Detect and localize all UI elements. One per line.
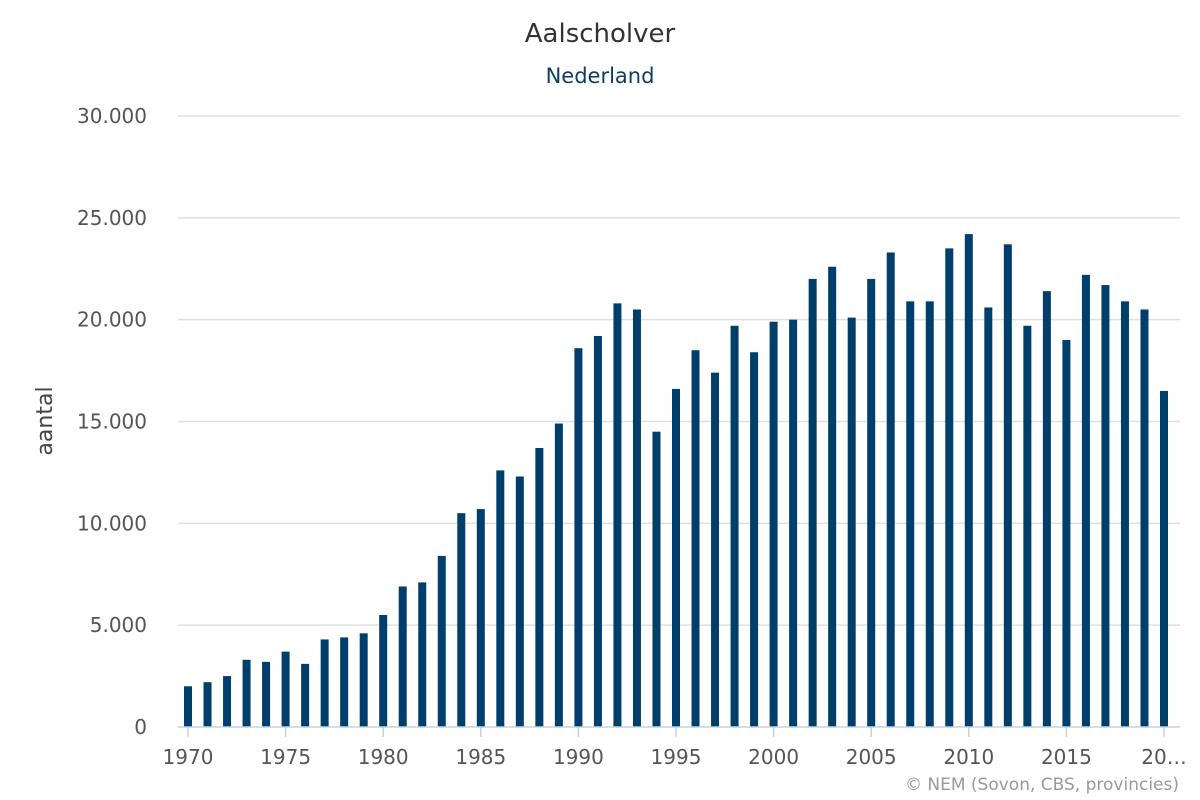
bar[interactable] [847, 317, 856, 727]
bar[interactable] [223, 676, 232, 727]
x-tick-label: 1990 [553, 745, 604, 769]
bar[interactable] [632, 309, 641, 727]
bar[interactable] [320, 639, 329, 727]
bar-series [184, 234, 1168, 728]
bar[interactable] [769, 321, 778, 727]
bar[interactable] [867, 278, 876, 727]
x-axis-ticks: 1970 1975 1980 1985 1990 1995 2000 2005 2010 2015… [163, 727, 1187, 769]
bar[interactable] [535, 447, 544, 727]
bar[interactable] [652, 431, 661, 727]
bar[interactable] [1023, 325, 1032, 727]
bar[interactable] [359, 633, 368, 727]
bar[interactable] [379, 614, 388, 727]
bar[interactable] [1101, 285, 1110, 727]
bar[interactable] [613, 303, 622, 727]
bar[interactable] [789, 319, 798, 727]
chart-subtitle: Nederland [546, 64, 655, 88]
bar[interactable] [1003, 244, 1012, 727]
y-tick-label: 25.000 [77, 206, 147, 230]
bar[interactable] [281, 651, 290, 727]
x-tick-label: 1985 [455, 745, 506, 769]
bar[interactable] [1140, 309, 1149, 727]
y-axis-label: aantal [33, 386, 58, 455]
bar[interactable] [1120, 301, 1129, 727]
bar[interactable] [554, 423, 563, 727]
bar[interactable] [457, 513, 466, 727]
bar[interactable] [203, 682, 212, 727]
x-tick-label: 1975 [260, 745, 311, 769]
bar[interactable] [340, 637, 349, 727]
bar[interactable] [906, 301, 915, 727]
y-tick-label: 10.000 [77, 511, 147, 535]
y-tick-label: 20.000 [77, 308, 147, 332]
bar[interactable] [476, 509, 485, 727]
bar[interactable] [1160, 390, 1168, 727]
x-tick-label: 2015 [1041, 745, 1092, 769]
bar[interactable] [496, 470, 505, 727]
bar[interactable] [964, 234, 973, 728]
bar[interactable] [750, 352, 759, 727]
bar[interactable] [945, 248, 954, 727]
x-tick-label: 2010 [943, 745, 994, 769]
bar[interactable] [418, 582, 427, 727]
bar[interactable] [984, 307, 993, 727]
bar[interactable] [808, 278, 817, 727]
y-tick-label: 15.000 [77, 410, 147, 434]
chart-title: Aalscholver [525, 19, 676, 49]
bar[interactable] [691, 350, 700, 727]
bar[interactable] [301, 663, 310, 727]
bar[interactable] [437, 555, 446, 727]
bar[interactable] [574, 348, 583, 727]
x-tick-label: 2000 [748, 745, 799, 769]
bar[interactable] [593, 335, 602, 727]
bar[interactable] [398, 586, 407, 727]
bar[interactable] [515, 476, 524, 727]
bar[interactable] [262, 661, 271, 727]
credits-text[interactable]: © NEM (Sovon, CBS, provincies) [905, 775, 1179, 795]
bar[interactable] [925, 301, 934, 727]
bar[interactable] [730, 325, 739, 727]
bar[interactable] [711, 372, 720, 727]
bar[interactable] [242, 659, 251, 727]
bar[interactable] [828, 266, 837, 727]
x-tick-label: 1970 [163, 745, 214, 769]
bar[interactable] [184, 686, 192, 727]
bar[interactable] [886, 252, 895, 727]
bar[interactable] [1042, 291, 1051, 727]
x-tick-label: 20… [1141, 745, 1186, 769]
y-tick-label: 30.000 [77, 104, 147, 128]
bar[interactable] [672, 388, 680, 727]
y-tick-label: 5.000 [90, 613, 147, 637]
x-tick-label: 1995 [651, 745, 702, 769]
x-tick-label: 2005 [846, 745, 897, 769]
bar[interactable] [1062, 340, 1071, 727]
y-tick-label: 0 [134, 715, 147, 739]
bar[interactable] [1081, 274, 1090, 727]
x-tick-label: 1980 [358, 745, 409, 769]
y-axis-ticks: 0 5.000 10.000 15.000 20.000 25.000 30.000 [77, 104, 147, 739]
